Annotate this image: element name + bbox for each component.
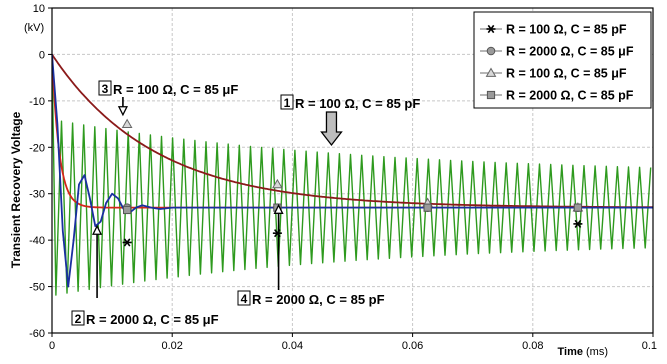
- annotation-1-text: R = 100 Ω, C = 85 pF: [295, 96, 420, 111]
- x-tick-label: 0.02: [161, 340, 182, 352]
- y-axis-label: Transient Recovery Voltage: [9, 111, 23, 268]
- marker-s4: [573, 203, 582, 212]
- marker-s3-shape: [272, 178, 283, 189]
- annotation-4-arrow-head: [273, 203, 284, 214]
- y-tick-label: -20: [29, 142, 45, 154]
- marker-s1: [573, 219, 583, 228]
- y-tick-label: -40: [29, 235, 45, 247]
- annotation-1-number: 1: [284, 96, 291, 110]
- y-axis-unit: (kV): [24, 22, 44, 34]
- annotation-2-text: R = 2000 Ω, C = 85 μF: [86, 312, 219, 327]
- annotation-1-number-box: [280, 94, 294, 110]
- legend-marker-s1: [486, 24, 496, 34]
- annotation-4-number-box: [237, 290, 251, 306]
- annotations: 3 R = 100 Ω, C = 85 μF 1 R = 100 Ω, C = 85 …: [71, 80, 420, 327]
- annotation-4-number: 4: [241, 292, 248, 306]
- annotation-1-arrow: [320, 111, 343, 147]
- series-line-s4: [52, 54, 653, 288]
- annotation-3: 3 R = 100 Ω, C = 85 μF: [98, 80, 238, 97]
- x-tick-label: 0: [49, 340, 55, 352]
- annotation-2-number: 2: [75, 312, 82, 326]
- annotation-4-arrow: [273, 203, 284, 290]
- marker-s4-shape: [423, 203, 432, 212]
- x-tick-label: 0.04: [282, 340, 303, 352]
- marker-s1-stroke: [123, 238, 131, 247]
- series-line-s1: [52, 54, 652, 296]
- marker-s4-shape: [123, 205, 132, 215]
- y-tick-label: -30: [29, 189, 45, 201]
- annotation-2-number-box: [71, 310, 85, 326]
- legend-marker-s2-shape: [486, 46, 496, 56]
- y-tick-label: 0: [39, 49, 45, 61]
- legend-marker-s3: [485, 67, 497, 77]
- series-lines: [52, 53, 653, 296]
- y-tick-label: -60: [29, 328, 45, 340]
- legend: R = 100 Ω, C = 85 pF R = 2000 Ω, C = 85 μ…: [473, 11, 652, 109]
- legend-box: [473, 11, 652, 109]
- marker-s4-shape: [573, 203, 582, 212]
- annotation-4-text: R = 2000 Ω, C = 85 pF: [252, 292, 385, 307]
- legend-marker-s3-shape: [485, 67, 497, 77]
- plot-frame: [51, 7, 654, 334]
- x-tick-label: 0.1: [642, 340, 657, 352]
- legend-marker-s2: [486, 46, 496, 56]
- legend-label-s1: R = 100 Ω, C = 85 pF: [506, 23, 627, 37]
- marker-s4: [423, 203, 432, 212]
- legend-marker-s1-stroke: [487, 24, 495, 34]
- marker-s4: [123, 205, 132, 215]
- legend-marker-s4-shape: [486, 90, 496, 100]
- annotation-3-arrow-head: [117, 106, 128, 117]
- annotation-3-arrow: [117, 97, 128, 117]
- annotation-2-arrow: [92, 224, 103, 298]
- legend-marker-s4: [486, 90, 496, 100]
- annotation-4: 4 R = 2000 Ω, C = 85 pF: [237, 290, 385, 307]
- marker-s1-stroke: [574, 219, 582, 228]
- axis-ticks: 0 0.02 0.04 0.06 0.08 0.1 10 0 -10 -20 -30 -40 -50 -6…: [29, 3, 657, 352]
- x-axis-unit: (ms): [586, 346, 608, 358]
- marker-s3-shape: [121, 118, 133, 128]
- y-tick-label: 10: [33, 3, 45, 15]
- annotation-2: 2 R = 2000 Ω, C = 85 μF: [71, 310, 219, 327]
- series-line-s3: [52, 53, 653, 209]
- marker-s1: [122, 238, 132, 247]
- marker-s3: [121, 118, 133, 128]
- annotation-3-text: R = 100 Ω, C = 85 μF: [113, 82, 238, 97]
- x-tick-label: 0.06: [402, 340, 423, 352]
- marker-s3: [272, 178, 283, 189]
- annotation-1-arrow-shape: [320, 111, 343, 147]
- x-tick-label: 0.08: [522, 340, 543, 352]
- annotation-3-number-box: [98, 80, 112, 96]
- annotation-3-number: 3: [102, 82, 109, 96]
- annotation-2-arrow-head: [92, 224, 103, 235]
- legend-label-s2: R = 2000 Ω, C = 85 μF: [506, 45, 634, 59]
- y-tick-label: -10: [29, 96, 45, 108]
- legend-label-s3: R = 100 Ω, C = 85 μF: [506, 67, 627, 81]
- y-tick-label: -50: [29, 282, 45, 294]
- x-axis-label: Time: [558, 346, 583, 358]
- annotation-1: 1 R = 100 Ω, C = 85 pF: [280, 94, 420, 111]
- legend-label-s4: R = 2000 Ω, C = 85 pF: [506, 89, 634, 103]
